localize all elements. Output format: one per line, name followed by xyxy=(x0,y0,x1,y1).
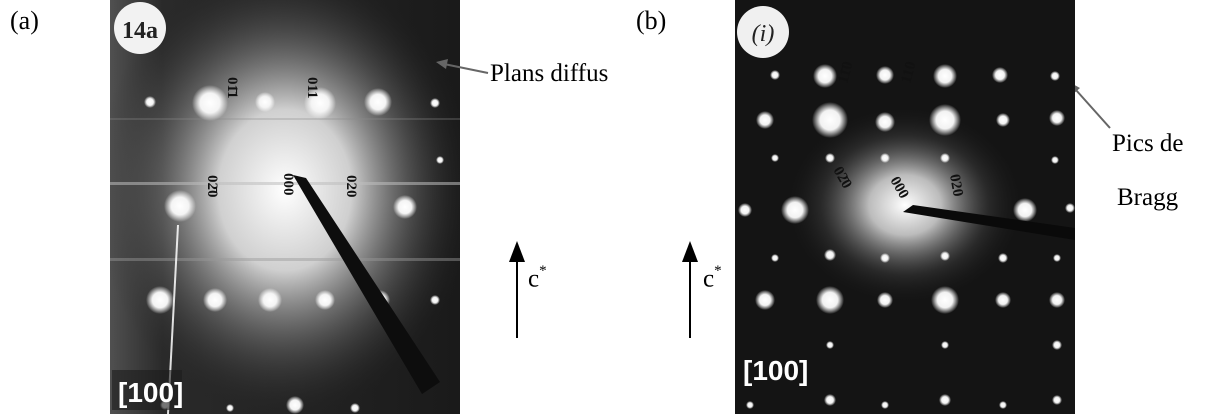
diffraction-pattern-b: (i) 11̄0 110 02̄0 000 020 [100] xyxy=(735,0,1075,414)
spot-label-a-top-right: 011 xyxy=(304,77,320,99)
spot-label-a-mid-left: 02̄0 xyxy=(204,175,220,198)
panel-a-letter: (a) xyxy=(10,6,39,35)
annotation-pics-de-bragg-line1: Pics de xyxy=(1112,130,1184,157)
spot-label-a-mid-right: 020 xyxy=(343,175,359,198)
axis-label-a-c: c xyxy=(528,265,540,293)
axis-label-a: c* xyxy=(528,263,547,293)
photo-number-a: 14a xyxy=(122,18,158,44)
diffraction-pattern-a: 14a 01̄1 011 02̄0 000 020 [100] xyxy=(110,0,460,414)
annotation-plans-diffus: Plans diffus xyxy=(490,60,609,87)
spot-label-b-top-left: 11̄0 xyxy=(835,60,856,85)
zone-axis-b: [100] xyxy=(743,355,808,386)
axis-label-b-star: * xyxy=(714,263,722,279)
spot-label-a-center: 000 xyxy=(280,173,296,196)
panel-b-letter: (b) xyxy=(636,6,667,35)
zone-axis-a: [100] xyxy=(118,377,183,408)
diffraction-pattern-a-graphic: 14a 01̄1 011 02̄0 000 020 [100] xyxy=(110,0,460,414)
spot-label-b-top-right: 110 xyxy=(898,60,919,85)
axis-label-b: c* xyxy=(703,263,722,293)
axis-label-b-c: c xyxy=(703,265,715,293)
spot-label-a-top-left: 01̄1 xyxy=(224,77,240,99)
diffraction-pattern-b-graphic: (i) 11̄0 110 02̄0 000 020 [100] xyxy=(735,0,1075,414)
spot-label-b-mid-right: 020 xyxy=(946,173,966,198)
photo-number-b: (i) xyxy=(752,21,775,47)
axis-label-a-star: * xyxy=(539,263,547,279)
annotation-pics-de-bragg-line2: Bragg xyxy=(1117,184,1179,211)
